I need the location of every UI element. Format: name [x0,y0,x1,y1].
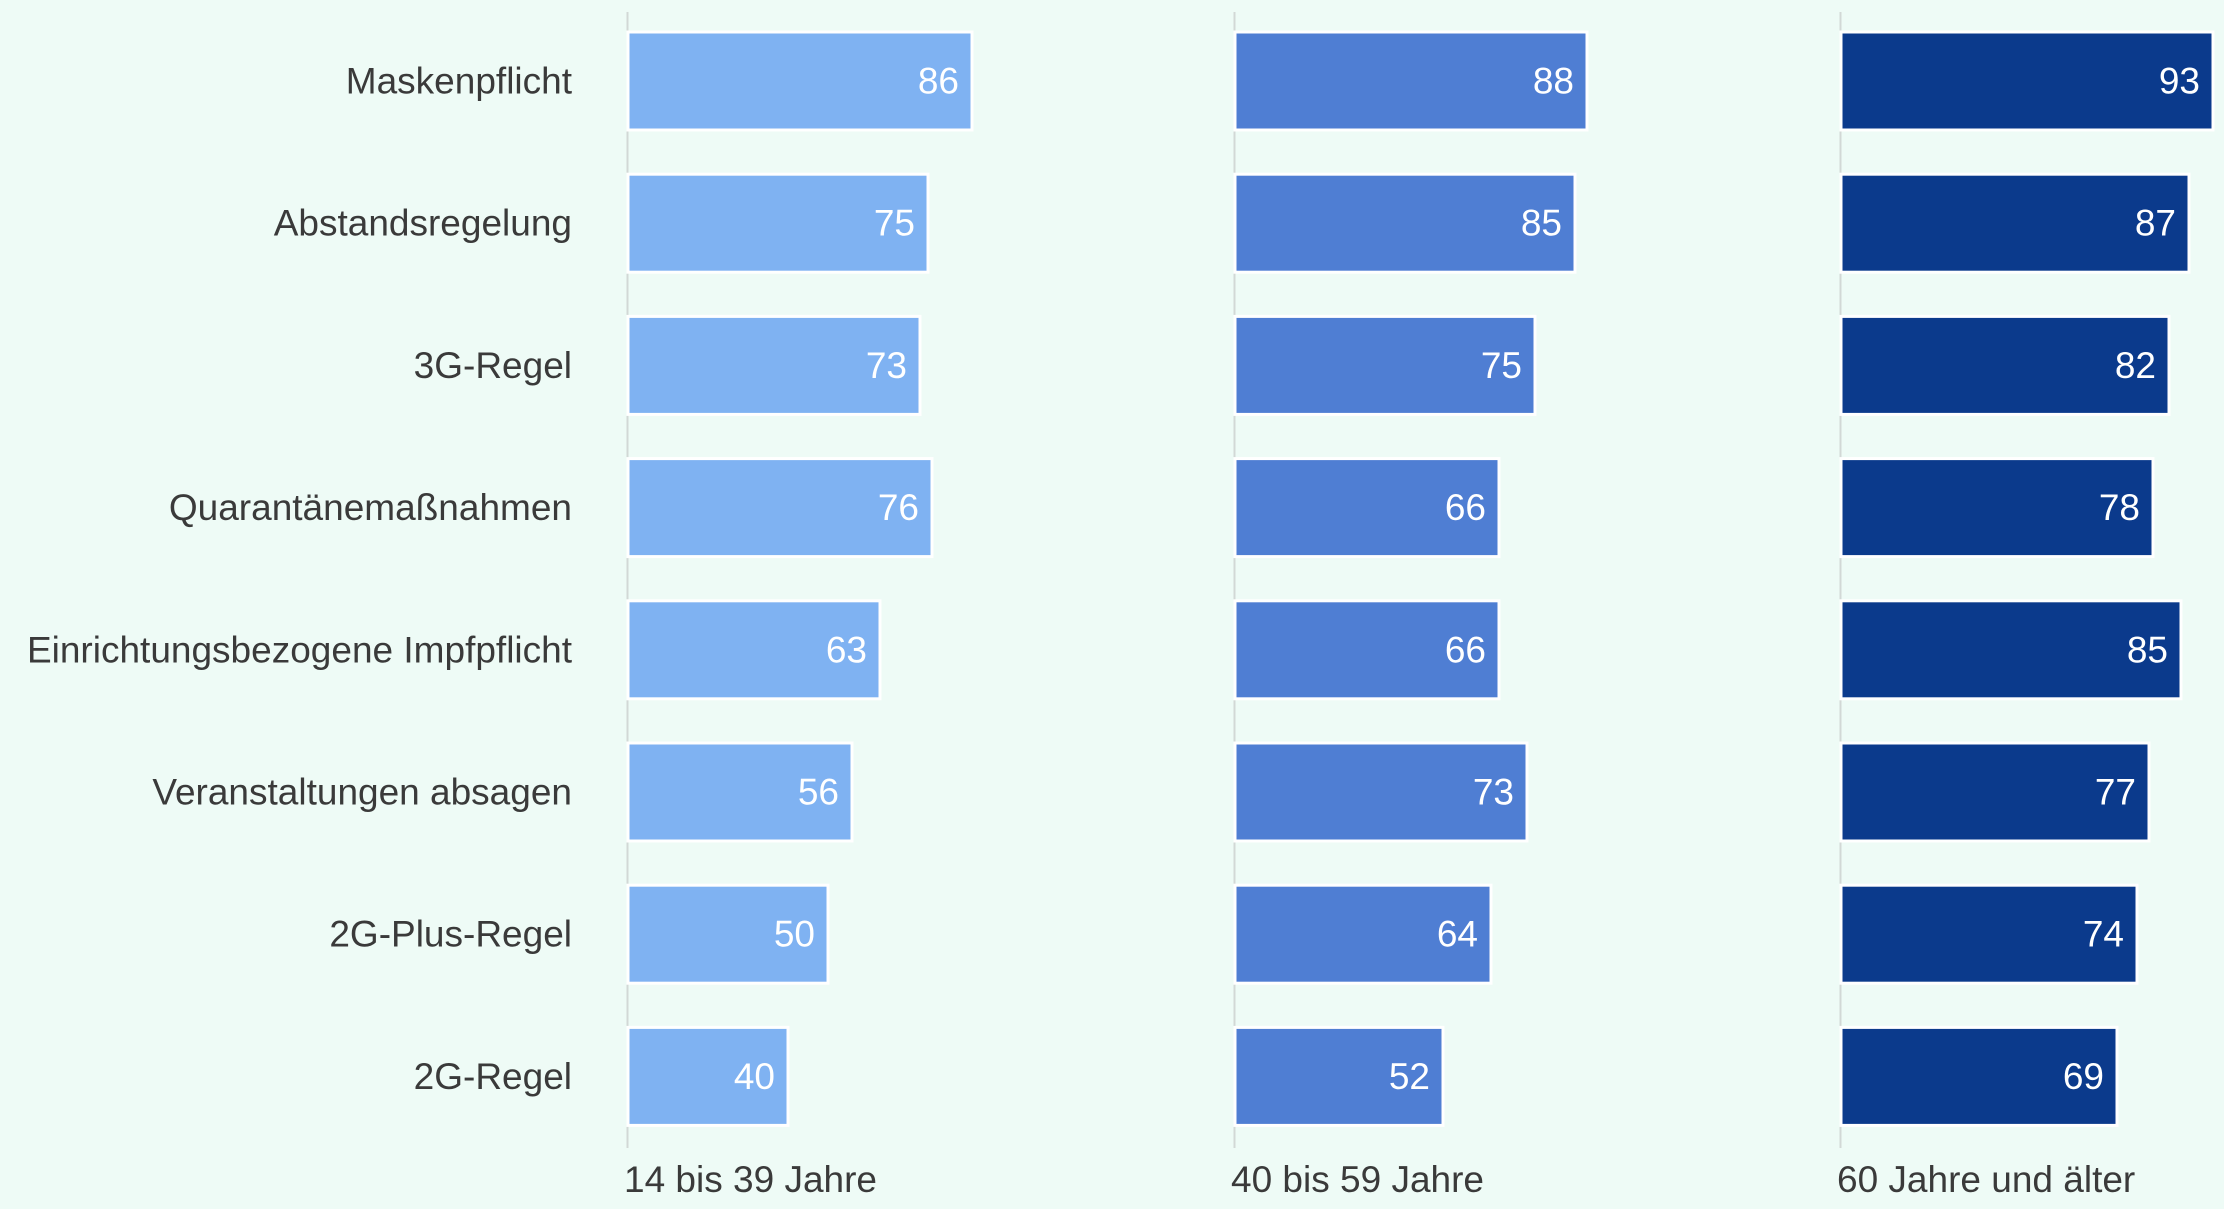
data-label: 78 [2099,487,2140,528]
panel-label: 14 bis 39 Jahre [624,1159,877,1200]
category-label: 2G-Plus-Regel [329,914,572,955]
category-label: Maskenpflicht [346,61,573,102]
data-label: 74 [2083,914,2124,955]
bar [1233,457,1501,559]
panel-1: 86 75 73 76 63 56 50 40 14 bis 39 Jahre [624,12,974,1200]
panel-3: 93 87 82 78 85 77 74 69 60 Jahre und älter [1837,12,2215,1200]
bar [1839,172,2191,274]
data-label: 69 [2063,1056,2104,1097]
category-label: Quarantänemaßnahmen [169,487,572,528]
bar [626,599,882,701]
data-label: 73 [866,345,907,386]
bar [1839,883,2139,985]
category-label: Veranstaltungen absagen [152,772,572,813]
data-label: 86 [918,61,959,102]
panel-2: 88 85 75 66 66 73 64 52 40 bis 59 Jahre [1231,12,1589,1200]
data-label: 66 [1445,487,1486,528]
data-label: 50 [774,914,815,955]
bar [626,314,922,416]
bar [626,30,974,132]
data-label: 56 [798,772,839,813]
bar [1233,1025,1445,1127]
category-label: 2G-Regel [414,1056,572,1097]
panel-label: 60 Jahre und älter [1837,1159,2135,1200]
bar [1839,314,2171,416]
category-label: Einrichtungsbezogene Impfpflicht [27,629,573,670]
bar [1233,741,1529,843]
bar [1839,457,2155,559]
bar [1839,30,2215,132]
bar [626,172,930,274]
data-label: 76 [878,487,919,528]
bar [626,741,854,843]
bar [626,457,934,559]
data-label: 52 [1389,1056,1430,1097]
data-label: 63 [826,629,867,670]
bar [1839,599,2183,701]
data-label: 87 [2135,203,2176,244]
panel-label: 40 bis 59 Jahre [1231,1159,1484,1200]
bar [1233,883,1493,985]
data-label: 93 [2159,61,2200,102]
category-label: 3G-Regel [414,345,572,386]
data-label: 66 [1445,629,1486,670]
data-label: 85 [1521,203,1562,244]
bar [1839,1025,2119,1127]
data-label: 40 [734,1056,775,1097]
bar [626,1025,790,1127]
bar [1233,314,1537,416]
data-label: 85 [2127,629,2168,670]
category-label: Abstandsregelung [274,203,572,244]
data-label: 82 [2115,345,2156,386]
bar [626,883,830,985]
data-label: 73 [1473,772,1514,813]
bar [1233,172,1577,274]
data-label: 77 [2095,772,2136,813]
bar [1233,599,1501,701]
data-label: 64 [1437,914,1478,955]
data-label: 88 [1533,61,1574,102]
data-label: 75 [1481,345,1522,386]
bar [1839,741,2151,843]
data-label: 75 [874,203,915,244]
bar [1233,30,1589,132]
